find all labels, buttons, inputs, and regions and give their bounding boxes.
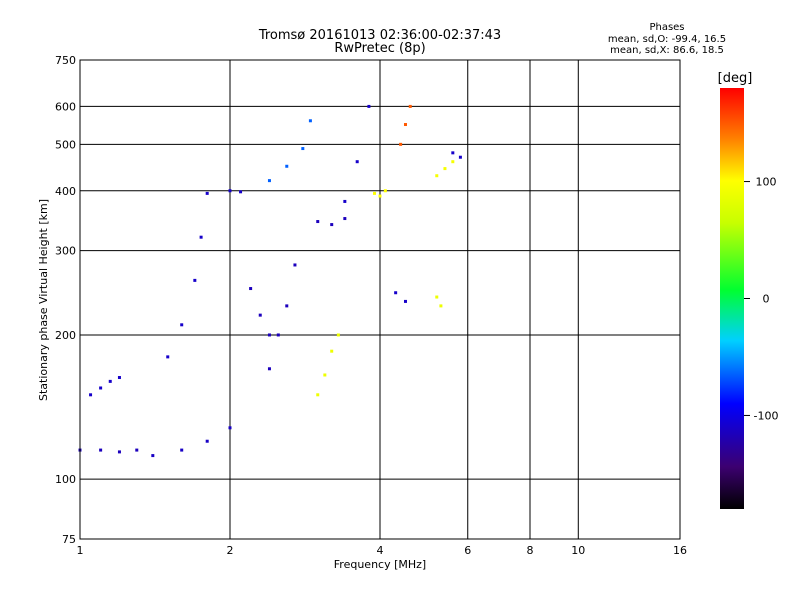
- x-tick-label: 4: [377, 544, 384, 557]
- data-point: [378, 194, 382, 198]
- y-tick-label: 750: [55, 54, 76, 67]
- data-point: [180, 448, 184, 452]
- x-tick-label: 6: [464, 544, 471, 557]
- data-point: [343, 199, 347, 203]
- y-tick-label: 200: [55, 329, 76, 342]
- data-point: [267, 179, 271, 183]
- data-point: [258, 313, 262, 317]
- y-tick-label: 600: [55, 100, 76, 113]
- data-point: [135, 448, 139, 452]
- colorbar: [720, 88, 744, 509]
- data-point: [435, 174, 439, 178]
- data-point: [435, 295, 439, 299]
- data-point: [451, 151, 455, 155]
- x-axis-ticks: 1 2 4 6 8 10 16: [77, 544, 688, 557]
- data-point: [316, 393, 320, 397]
- x-axis-label: Frequency [MHz]: [334, 558, 426, 571]
- colorbar-tick-label: -100: [754, 409, 779, 422]
- stats-o-line: mean, sd,O: -99.4, 16.5: [608, 34, 726, 45]
- data-point: [205, 191, 209, 195]
- data-point: [408, 104, 412, 108]
- data-point: [439, 304, 443, 308]
- x-tick-label: 16: [673, 544, 687, 557]
- data-point: [336, 333, 340, 337]
- y-tick-label: 500: [55, 138, 76, 151]
- data-point: [228, 426, 232, 430]
- data-point: [239, 190, 243, 194]
- data-point: [267, 367, 271, 371]
- scatter-points: [78, 104, 462, 458]
- data-point: [99, 386, 103, 390]
- data-point: [117, 376, 121, 380]
- data-point: [301, 147, 305, 151]
- chart-title: Tromsø 20161013 02:36:00-02:37:43: [258, 28, 501, 43]
- data-point: [399, 142, 403, 146]
- data-point: [323, 373, 327, 377]
- grid-lines: [80, 60, 680, 539]
- stats-heading: Phases: [649, 22, 684, 33]
- chart-subtitle: RwPretec (8p): [334, 41, 425, 56]
- y-axis-label: Stationary phase Virtual Height [km]: [37, 199, 50, 401]
- data-point: [451, 160, 455, 164]
- data-point: [249, 287, 253, 291]
- data-point: [308, 119, 312, 123]
- y-tick-label: 75: [62, 533, 76, 546]
- data-point: [151, 454, 155, 458]
- colorbar-label: [deg]: [718, 71, 753, 86]
- data-point: [89, 393, 93, 397]
- data-point: [383, 189, 387, 193]
- plot-frame: [79, 59, 681, 540]
- data-point: [373, 191, 377, 195]
- data-point: [117, 450, 121, 454]
- data-point: [355, 160, 359, 164]
- data-point: [228, 189, 232, 193]
- data-point: [276, 333, 280, 337]
- data-point: [99, 448, 103, 452]
- colorbar-ticks: 100 0 -100: [744, 176, 779, 422]
- data-point: [394, 291, 398, 295]
- data-point: [108, 379, 112, 383]
- data-point: [330, 223, 334, 227]
- data-point: [193, 278, 197, 282]
- y-tick-label: 100: [55, 473, 76, 486]
- data-point: [343, 217, 347, 221]
- data-point: [267, 333, 271, 337]
- data-point: [285, 304, 289, 308]
- y-tick-label: 400: [55, 185, 76, 198]
- x-tick-label: 2: [227, 544, 234, 557]
- y-axis-ticks: 75 100 200 300 400 500 600 750: [55, 54, 76, 546]
- data-point: [403, 299, 407, 303]
- data-point: [180, 323, 184, 327]
- data-point: [330, 349, 334, 353]
- data-point: [166, 355, 170, 359]
- x-tick-label: 1: [77, 544, 84, 557]
- colorbar-tick-label: 0: [763, 293, 770, 306]
- data-point: [443, 167, 447, 171]
- x-tick-label: 10: [571, 544, 585, 557]
- data-point: [403, 123, 407, 127]
- x-tick-label: 8: [527, 544, 534, 557]
- data-point: [367, 104, 371, 108]
- stats-x-line: mean, sd,X: 86.6, 18.5: [610, 45, 724, 56]
- data-point: [458, 155, 462, 159]
- data-point: [205, 439, 209, 443]
- data-point: [293, 263, 297, 267]
- y-tick-label: 300: [55, 245, 76, 258]
- data-point: [199, 235, 203, 239]
- colorbar-tick-label: 100: [756, 176, 777, 189]
- data-point: [285, 164, 289, 168]
- data-point: [316, 220, 320, 224]
